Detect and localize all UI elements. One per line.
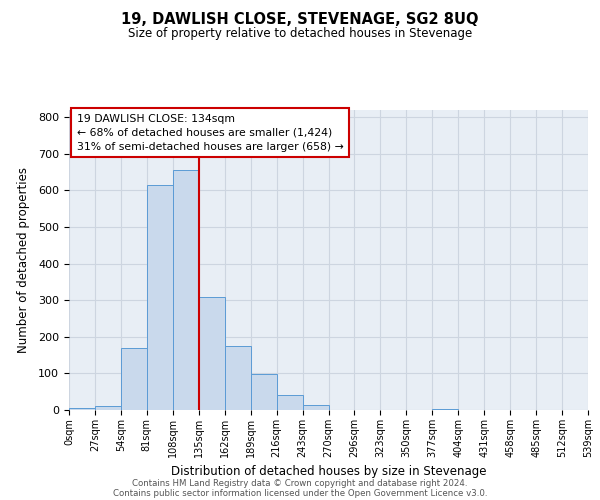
Text: 19, DAWLISH CLOSE, STEVENAGE, SG2 8UQ: 19, DAWLISH CLOSE, STEVENAGE, SG2 8UQ xyxy=(121,12,479,28)
Bar xyxy=(199,298,224,410)
Bar xyxy=(173,170,199,410)
Bar xyxy=(432,409,458,410)
Bar xyxy=(277,396,302,410)
Bar xyxy=(147,185,173,410)
X-axis label: Distribution of detached houses by size in Stevenage: Distribution of detached houses by size … xyxy=(171,466,486,478)
Bar xyxy=(225,346,251,410)
Bar xyxy=(302,405,329,410)
Text: Contains HM Land Registry data © Crown copyright and database right 2024.: Contains HM Land Registry data © Crown c… xyxy=(132,478,468,488)
Text: Contains public sector information licensed under the Open Government Licence v3: Contains public sector information licen… xyxy=(113,488,487,498)
Bar xyxy=(95,406,121,410)
Bar xyxy=(121,348,147,410)
Text: 19 DAWLISH CLOSE: 134sqm
← 68% of detached houses are smaller (1,424)
31% of sem: 19 DAWLISH CLOSE: 134sqm ← 68% of detach… xyxy=(77,114,343,152)
Y-axis label: Number of detached properties: Number of detached properties xyxy=(17,167,30,353)
Bar xyxy=(251,374,277,410)
Text: Size of property relative to detached houses in Stevenage: Size of property relative to detached ho… xyxy=(128,28,472,40)
Bar xyxy=(69,408,95,410)
